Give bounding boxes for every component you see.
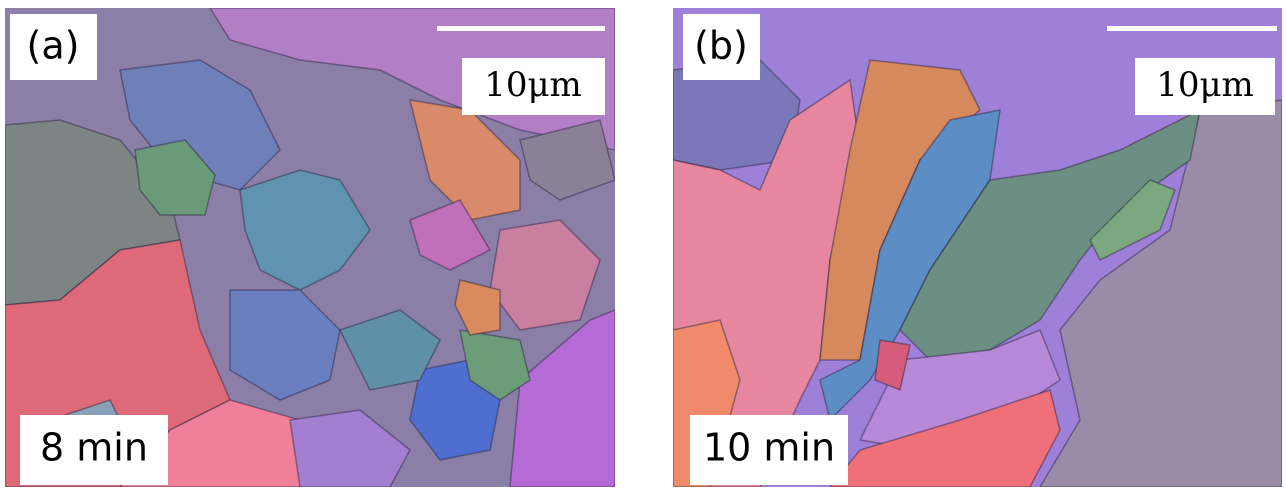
scale-label: 10μm — [1156, 65, 1254, 105]
time-label: 8 min — [40, 426, 148, 470]
scale-box — [1135, 58, 1275, 115]
grain-map-b — [673, 8, 1282, 487]
label-box — [683, 14, 760, 80]
label-box — [10, 14, 97, 80]
time-label: 10 min — [703, 426, 835, 470]
panel-label: (b) — [694, 24, 748, 68]
scale-bar — [437, 26, 605, 31]
scale-label: 10μm — [484, 65, 582, 105]
time-box — [20, 415, 168, 485]
panel-label: (a) — [27, 24, 80, 68]
scale-box — [462, 58, 605, 115]
time-box — [690, 415, 848, 485]
scale-bar — [1107, 26, 1277, 31]
